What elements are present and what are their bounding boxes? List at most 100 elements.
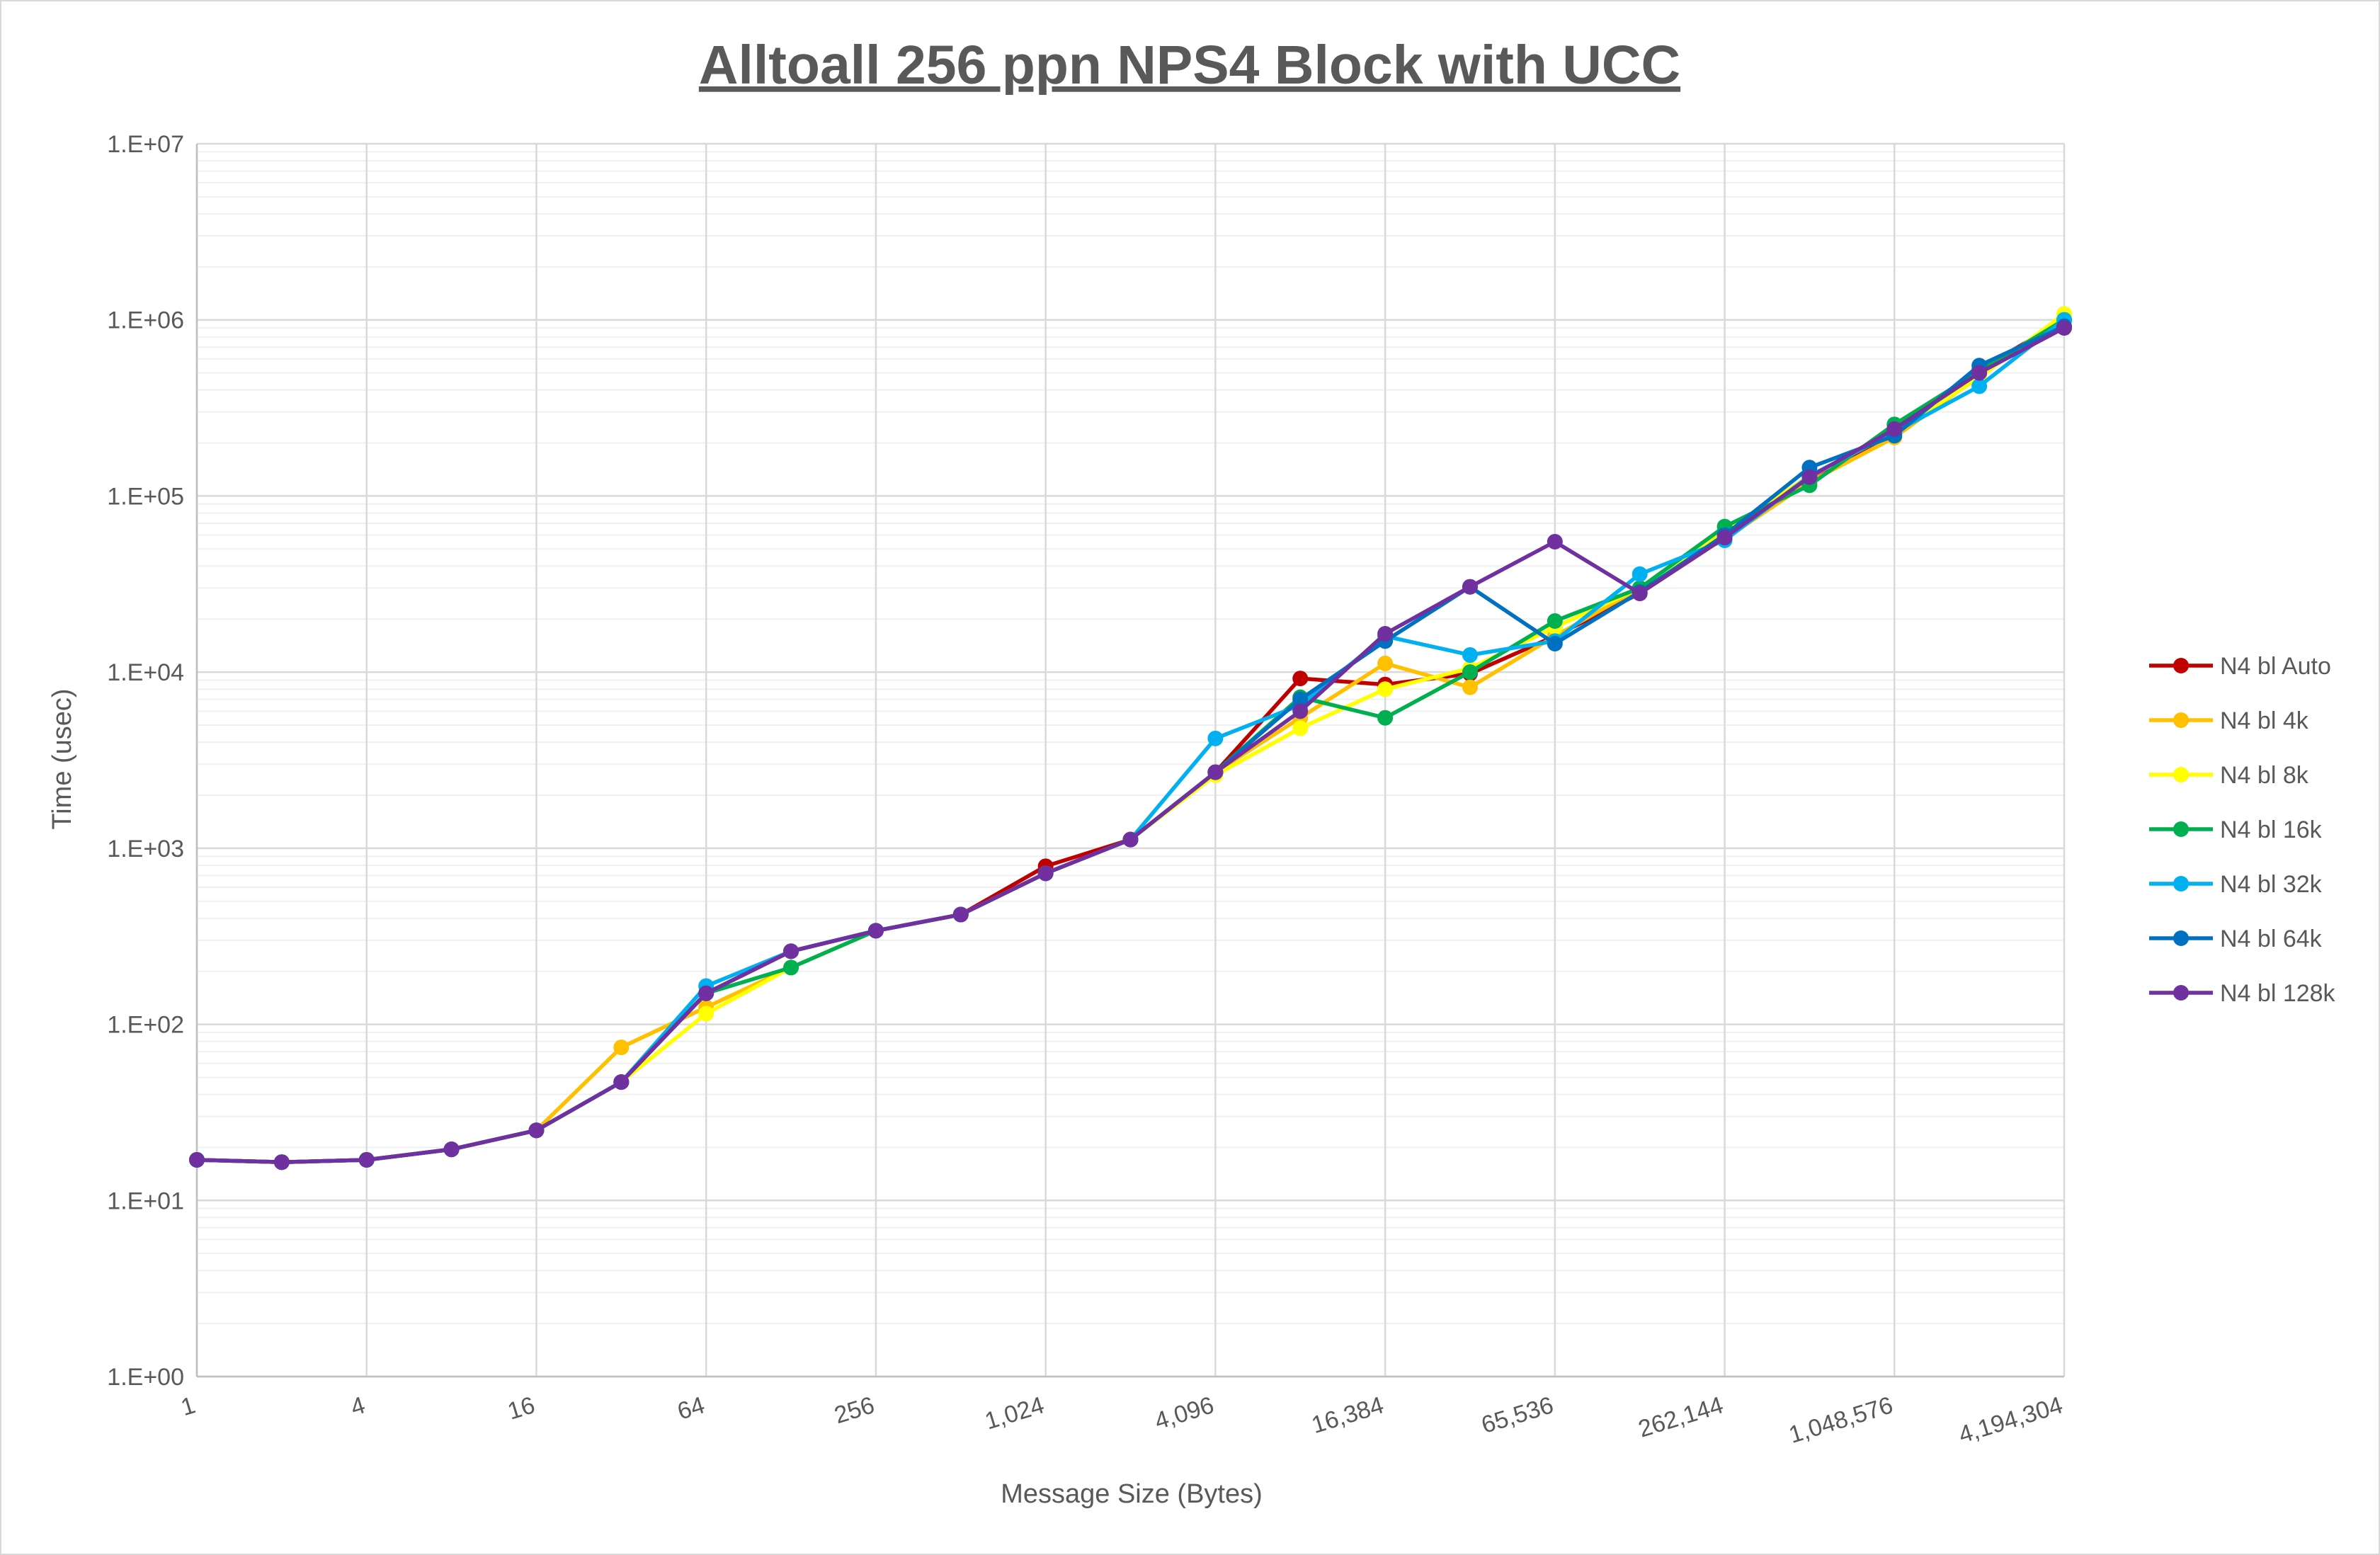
x-tick-label: 4 [348,1391,368,1421]
data-point [1971,365,1988,381]
series-line [195,317,2066,1164]
x-tick-label: 16 [505,1391,538,1425]
x-tick-label: 256 [831,1391,877,1429]
series-line [195,326,2066,1164]
data-point [783,943,799,959]
legend-item: N4 bl 16k [2149,816,2323,843]
data-point [1547,534,1563,550]
legend-swatch-marker [2173,712,2189,728]
data-point [1716,530,1733,546]
y-tick-label: 1.E+04 [107,659,184,686]
data-point [1462,664,1478,680]
x-tick-label: 4,194,304 [1956,1391,2066,1449]
x-tick-label: 65,536 [1479,1391,1557,1439]
x-axis-title: Message Size (Bytes) [1001,1479,1263,1509]
legend-swatch-marker [2173,658,2189,673]
legend-swatch-marker [2173,985,2189,1001]
data-point [1292,720,1309,736]
legend-item: N4 bl 4k [2149,707,2309,734]
axes: 1.E+00 1.E+01 1.E+02 1.E+03 1.E+04 1.E+05 1.E+… [107,131,2066,1449]
data-point [698,985,714,1001]
data-point [1462,579,1478,595]
legend-item: N4 bl 128k [2149,980,2336,1007]
legend: N4 bl Auto N4 bl 4k N4 bl 8k N4 bl 16k N4 bl… [2149,653,2336,1007]
legend-item: N4 bl 64k [2149,925,2323,952]
data-point [1462,679,1478,695]
legend-label: N4 bl Auto [2220,653,2331,680]
series-n4-bl-64k [189,318,2072,1170]
data-point [1207,764,1224,780]
data-point [1632,585,1648,601]
x-tick-label: 4,096 [1151,1391,1217,1435]
data-point [1377,710,1394,726]
data-point [1547,636,1563,652]
x-tick-label: 1 [178,1391,198,1421]
legend-item: N4 bl Auto [2149,653,2331,680]
data-point [189,1151,205,1168]
data-point [867,923,884,939]
y-tick-label: 1.E+05 [107,483,184,510]
data-point [1122,831,1139,848]
x-tick-label: 16,384 [1309,1391,1387,1439]
data-point [1377,626,1394,642]
series-layer [189,306,2072,1170]
series-line [195,317,2066,1164]
y-tick-label: 1.E+06 [107,307,184,334]
data-point [1292,691,1309,707]
series-line [195,312,2066,1164]
data-point [952,906,969,923]
x-tick-label: 64 [674,1391,707,1425]
x-tick-label: 262,144 [1635,1391,1726,1442]
legend-swatch-marker [2173,821,2189,837]
data-point [1801,469,1818,485]
data-point [613,1039,630,1056]
data-point [1632,566,1648,582]
data-point [1547,613,1563,630]
legend-swatch-marker [2173,930,2189,946]
data-point [1462,647,1478,663]
legend-label: N4 bl 4k [2220,707,2309,734]
y-tick-label: 1.E+07 [107,131,184,158]
data-point [783,959,799,976]
gridlines [195,142,2066,1378]
series-line [195,317,2066,1164]
data-point [1037,865,1054,882]
y-tick-label: 1.E+01 [107,1187,184,1214]
legend-label: N4 bl 8k [2220,762,2309,789]
legend-swatch-marker [2173,876,2189,892]
data-point [613,1074,630,1090]
legend-label: N4 bl 128k [2220,980,2336,1007]
series-line [195,324,2066,1164]
data-point [1377,655,1394,671]
legend-item: N4 bl 32k [2149,871,2323,898]
y-tick-label: 1.E+02 [107,1012,184,1039]
data-point [273,1154,290,1170]
legend-item: N4 bl 8k [2149,762,2309,789]
data-point [2056,320,2072,336]
series-n4-bl-128k [189,320,2072,1170]
data-point [698,1006,714,1022]
legend-label: N4 bl 32k [2220,871,2323,898]
series-line [195,317,2066,1164]
data-point [1207,730,1224,746]
legend-swatch-marker [2173,767,2189,782]
series-n4-bl-8k [189,306,2072,1170]
data-point [1292,671,1309,687]
data-point [1971,378,1988,394]
y-axis-title: Time (usec) [47,688,77,829]
data-point [1292,703,1309,719]
data-point [358,1151,375,1168]
x-tick-label: 1,048,576 [1786,1391,1896,1449]
legend-label: N4 bl 64k [2220,925,2323,952]
data-point [443,1141,460,1158]
x-tick-label: 1,024 [981,1391,1047,1435]
y-tick-label: 1.E+03 [107,836,184,862]
data-point [1886,421,1903,437]
data-point [1377,681,1394,697]
y-tick-label: 1.E+00 [107,1364,184,1391]
data-point [528,1122,545,1139]
chart-title: Alltoall 256 ppn NPS4 Block with UCC [699,35,1680,96]
legend-label: N4 bl 16k [2220,816,2323,843]
